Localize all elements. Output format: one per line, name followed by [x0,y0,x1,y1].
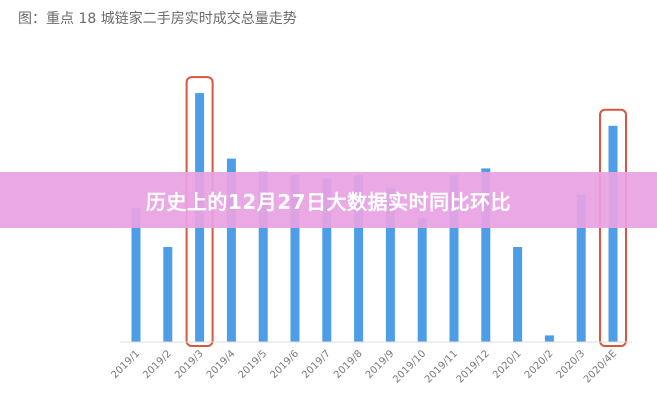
bar-2020-3 [576,194,586,342]
x-tick-label: 2019/3 [173,348,206,381]
overlay-banner: 历史上的12月27日大数据实时同比环比 [0,172,657,228]
bar-2019-5 [258,171,268,342]
bar-2020-2 [544,335,554,342]
bar-2019-11 [449,175,459,342]
x-tick-label: 2019/8 [332,348,365,381]
x-tick-label: 2019/12 [455,348,492,385]
bar-2020-1 [513,247,523,342]
x-tick-label: 2019/5 [237,348,270,381]
x-tick-label: 2019/1 [109,348,142,381]
x-tick-label: 2019/4 [205,348,238,381]
x-tick-label: 2019/10 [391,348,428,385]
x-tick-label: 2020/4E [582,348,619,385]
bar-2019-7 [322,178,332,343]
bar-2019-1 [131,207,141,342]
x-tick-label: 2020/1 [491,348,524,381]
x-tick-label: 2019/11 [423,348,460,385]
bar-2019-12 [481,168,491,342]
x-tick-label: 2020/2 [523,348,556,381]
x-tick-labels: 2019/1 2019/2 2019/3 2019/4 2019/5 2019/6 2019… [109,348,619,385]
bar-2019-9 [385,188,395,342]
bar-2020-4e [608,125,618,342]
bar-2019-4 [226,158,236,342]
chart-title: 图：重点 18 城链家二手房实时成交总量走势 [18,11,297,27]
bar-2019-6 [290,175,300,342]
x-tick-label: 2019/7 [300,348,333,381]
x-tick-label: 2019/6 [268,348,301,381]
banner-text: 历史上的12月27日大数据实时同比环比 [145,189,512,214]
x-tick-label: 2019/2 [141,348,174,381]
bar-2019-2 [163,247,173,342]
bar-2019-8 [354,175,364,342]
bar-2019-10 [417,217,427,343]
